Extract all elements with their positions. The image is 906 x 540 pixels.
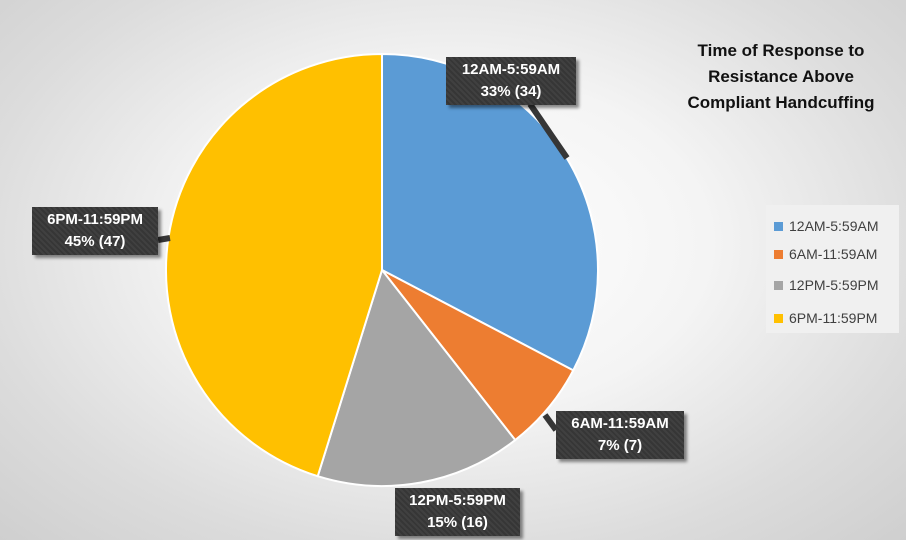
legend-swatch-6am [774,249,783,259]
data-label-12am: 12AM-5:59AM 33% (34) [446,57,576,105]
data-label-12am-value: 33% (34) [480,83,542,100]
data-label-12am-category: 12AM-5:59AM [461,61,561,78]
pie-slice-12pm [316,267,517,487]
chart-legend: 12AM-5:59AM 6AM-11:59AM 12PM-5:59PM 6PM-… [766,205,899,333]
legend-swatch-12am [774,221,783,231]
legend-swatch-6pm [774,313,783,323]
legend-item-12pm: 12PM-5:59PM [774,276,878,294]
legend-item-12am: 12AM-5:59AM [774,217,878,235]
chart-title-line-2: Resistance Above [708,67,854,86]
chart-title-line-3: Compliant Handcuffing [687,93,875,112]
legend-label-6pm: 6PM-11:59PM [789,310,878,326]
legend-label-6am: 6AM-11:59AM [789,246,878,262]
data-label-6am-category: 6AM-11:59AM [571,415,669,432]
data-label-6am: 6AM-11:59AM 7% (7) [556,411,684,459]
legend-item-6am: 6AM-11:59AM [774,245,877,263]
leader-line-6pm [157,235,171,243]
data-label-6pm-value: 45% (47) [64,233,126,250]
leader-line-6am [542,413,559,432]
data-label-6pm: 6PM-11:59PM 45% (47) [32,207,158,255]
legend-swatch-12pm [774,280,783,290]
pie-slice-12am [381,52,599,372]
leader-line-12am [527,102,570,160]
legend-label-12am: 12AM-5:59AM [789,218,879,234]
data-label-6pm-category: 6PM-11:59PM [47,211,143,228]
chart-title: Time of Response to Resistance Above Com… [672,38,890,116]
legend-item-6pm: 6PM-11:59PM [774,309,877,327]
chart-title-line-1: Time of Response to [697,41,865,60]
data-label-12pm-value: 15% (16) [427,514,488,531]
legend-label-12pm: 12PM-5:59PM [789,277,879,293]
data-label-12pm-category: 12PM-5:59PM [409,492,506,509]
data-label-12pm: 12PM-5:59PM 15% (16) [395,488,520,536]
data-label-6am-value: 7% (7) [597,437,643,454]
